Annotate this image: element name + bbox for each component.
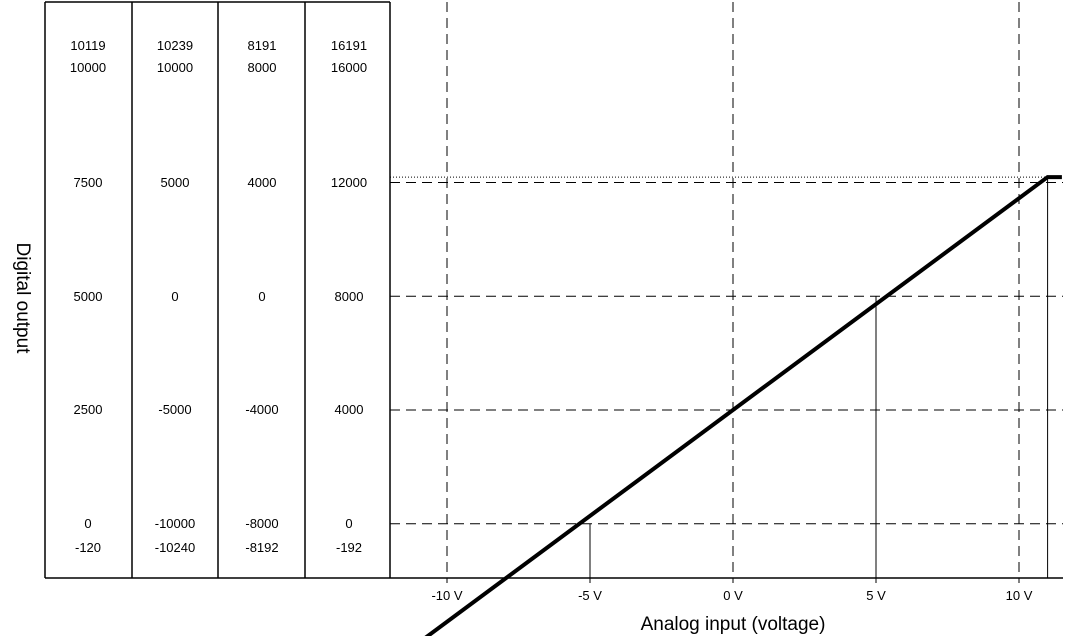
x-tick-label-0: -10 V bbox=[431, 588, 462, 603]
column-1-value-4: -10000 bbox=[155, 516, 195, 531]
y-axis-label: Digital output bbox=[12, 242, 33, 354]
column-2-value-1: 4000 bbox=[248, 175, 277, 190]
column-3-secondary-value: 16000 bbox=[331, 60, 367, 75]
column-3-value-0: 16191 bbox=[331, 38, 367, 53]
column-1-value-2: 0 bbox=[171, 289, 178, 304]
column-3-value-5: -192 bbox=[336, 540, 362, 555]
column-1-value-0: 10239 bbox=[157, 38, 193, 53]
column-2-value-3: -4000 bbox=[245, 402, 278, 417]
column-1-value-1: 5000 bbox=[161, 175, 190, 190]
column-3-value-4: 0 bbox=[345, 516, 352, 531]
column-3-value-2: 8000 bbox=[335, 289, 364, 304]
column-2-value-2: 0 bbox=[258, 289, 265, 304]
column-0-value-4: 0 bbox=[84, 516, 91, 531]
x-tick-label-4: 10 V bbox=[1006, 588, 1033, 603]
column-0-secondary-value: 10000 bbox=[70, 60, 106, 75]
x-tick-label-2: 0 V bbox=[723, 588, 743, 603]
x-tick-label-1: -5 V bbox=[578, 588, 602, 603]
column-0-value-3: 2500 bbox=[74, 402, 103, 417]
column-1-secondary-value: 10000 bbox=[157, 60, 193, 75]
column-0-value-1: 7500 bbox=[74, 175, 103, 190]
x-axis-label: Analog input (voltage) bbox=[641, 614, 826, 635]
column-1-value-5: -10240 bbox=[155, 540, 195, 555]
column-0-value-0: 10119 bbox=[70, 38, 105, 53]
column-3-value-3: 4000 bbox=[335, 402, 364, 417]
column-0-value-5: -120 bbox=[75, 540, 101, 555]
column-0-value-2: 5000 bbox=[74, 289, 103, 304]
column-2-value-0: 8191 bbox=[248, 38, 277, 53]
x-tick-label-3: 5 V bbox=[866, 588, 886, 603]
data-line bbox=[389, 175, 1062, 641]
column-2-secondary-value: 8000 bbox=[248, 60, 277, 75]
column-2-value-4: -8000 bbox=[245, 516, 278, 531]
column-1-value-3: -5000 bbox=[158, 402, 191, 417]
column-2-value-5: -8192 bbox=[245, 540, 278, 555]
y-axis-label-wrap: Digital output bbox=[2, 0, 42, 580]
column-3-value-1: 12000 bbox=[331, 175, 367, 190]
